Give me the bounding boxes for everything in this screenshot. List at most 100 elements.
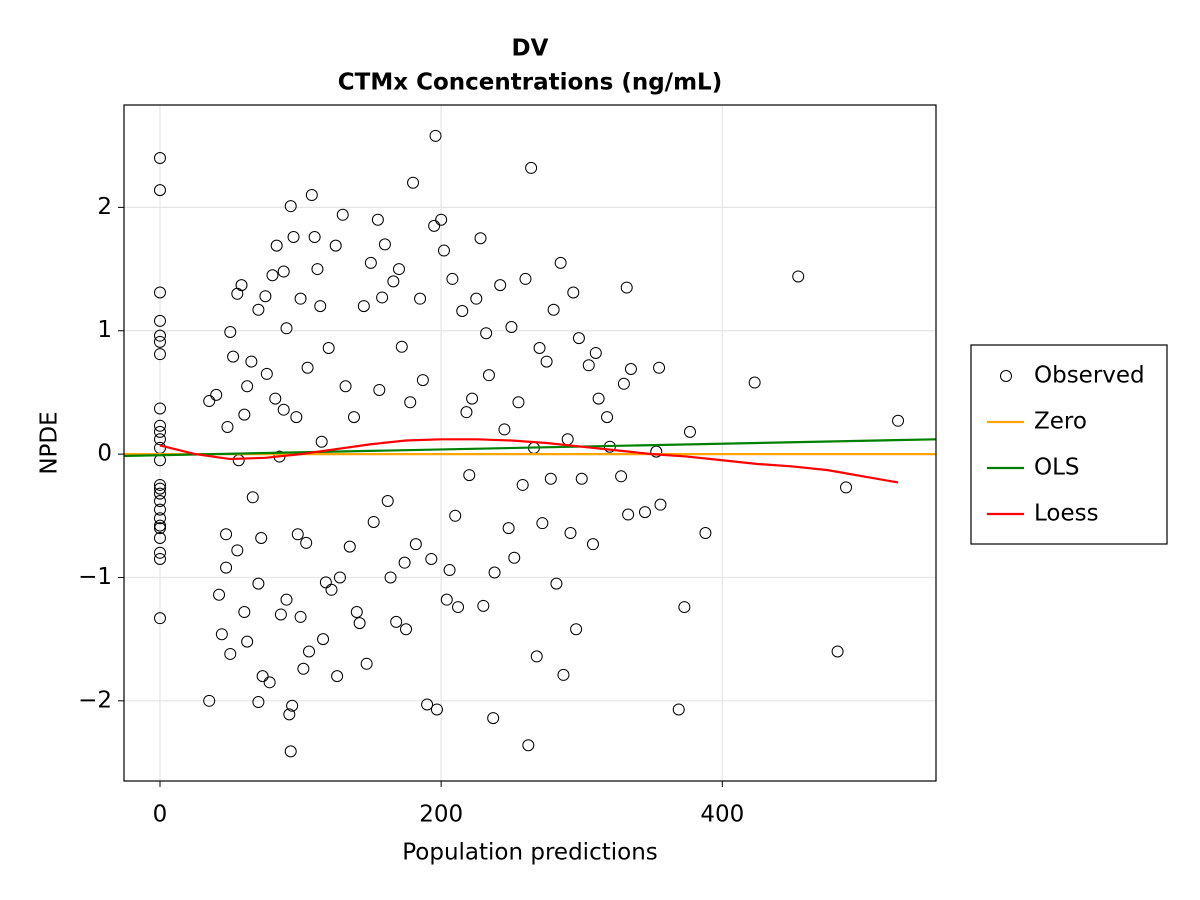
point	[421, 698, 434, 711]
point	[443, 564, 456, 577]
point	[407, 176, 420, 189]
point	[153, 503, 166, 516]
point	[252, 577, 265, 590]
point	[498, 423, 511, 436]
point	[153, 152, 166, 165]
point	[428, 219, 441, 232]
point	[699, 527, 712, 540]
point	[284, 745, 297, 758]
point	[615, 470, 628, 483]
point	[672, 703, 685, 716]
point	[550, 577, 563, 590]
point	[463, 469, 476, 482]
point	[280, 322, 293, 335]
point	[241, 635, 254, 648]
point	[376, 291, 389, 304]
point	[231, 544, 244, 557]
point	[153, 433, 166, 446]
point	[480, 327, 493, 340]
point	[325, 583, 338, 596]
x-tick-label: 0	[153, 802, 168, 828]
point	[683, 425, 696, 438]
point	[252, 303, 265, 316]
point	[291, 528, 304, 541]
point	[460, 406, 473, 419]
point	[601, 411, 614, 424]
point	[277, 403, 290, 416]
point	[347, 411, 360, 424]
point	[892, 414, 905, 427]
point	[429, 129, 442, 142]
point	[153, 348, 166, 361]
point	[297, 662, 310, 675]
point	[336, 208, 349, 221]
x-tick-label: 200	[419, 802, 463, 828]
point	[280, 593, 293, 606]
point	[567, 286, 580, 299]
point	[620, 281, 633, 294]
x-tick-label: 400	[700, 802, 744, 828]
point	[314, 300, 327, 313]
legend-label: Zero	[1034, 409, 1087, 435]
point	[589, 346, 602, 359]
point	[153, 286, 166, 299]
point	[371, 213, 384, 226]
point	[404, 396, 417, 409]
legend-marker	[1000, 370, 1012, 382]
point	[343, 540, 356, 553]
point	[494, 279, 507, 292]
point	[331, 670, 344, 683]
point	[300, 536, 313, 549]
point	[400, 623, 413, 636]
point	[153, 419, 166, 432]
point	[153, 184, 166, 197]
point	[477, 599, 490, 612]
point	[470, 292, 483, 305]
point	[547, 303, 560, 316]
point	[586, 538, 599, 551]
point	[748, 376, 761, 389]
point	[153, 612, 166, 625]
point	[414, 292, 427, 305]
point	[437, 244, 450, 257]
point	[831, 645, 844, 658]
point	[530, 650, 543, 663]
point	[246, 491, 259, 504]
point	[466, 392, 479, 405]
y-tick-label: 1	[97, 317, 112, 343]
point	[487, 712, 500, 725]
chart-title: DV	[512, 36, 549, 62]
point	[395, 340, 408, 353]
point	[329, 239, 342, 252]
point	[284, 200, 297, 213]
chart-subtitle: CTMx Concentrations (ng/mL)	[338, 70, 722, 96]
point	[277, 265, 290, 278]
point	[203, 694, 216, 707]
point	[502, 522, 515, 535]
point	[364, 256, 377, 269]
point	[269, 392, 282, 405]
point	[227, 350, 240, 363]
point	[153, 478, 166, 491]
point	[153, 522, 166, 535]
point	[360, 657, 373, 670]
point	[287, 230, 300, 243]
point	[256, 670, 269, 683]
point	[255, 531, 268, 544]
point	[508, 551, 521, 564]
point	[572, 332, 585, 345]
point	[322, 342, 335, 355]
point	[224, 325, 237, 338]
point	[564, 527, 577, 540]
point	[153, 512, 166, 525]
point	[373, 383, 386, 396]
point	[519, 272, 532, 285]
point	[446, 272, 459, 285]
point	[308, 230, 321, 243]
plot-area	[124, 129, 936, 758]
point	[575, 472, 588, 485]
point	[512, 396, 525, 409]
legend-box	[970, 344, 1168, 545]
point	[153, 329, 166, 342]
point	[554, 256, 567, 269]
